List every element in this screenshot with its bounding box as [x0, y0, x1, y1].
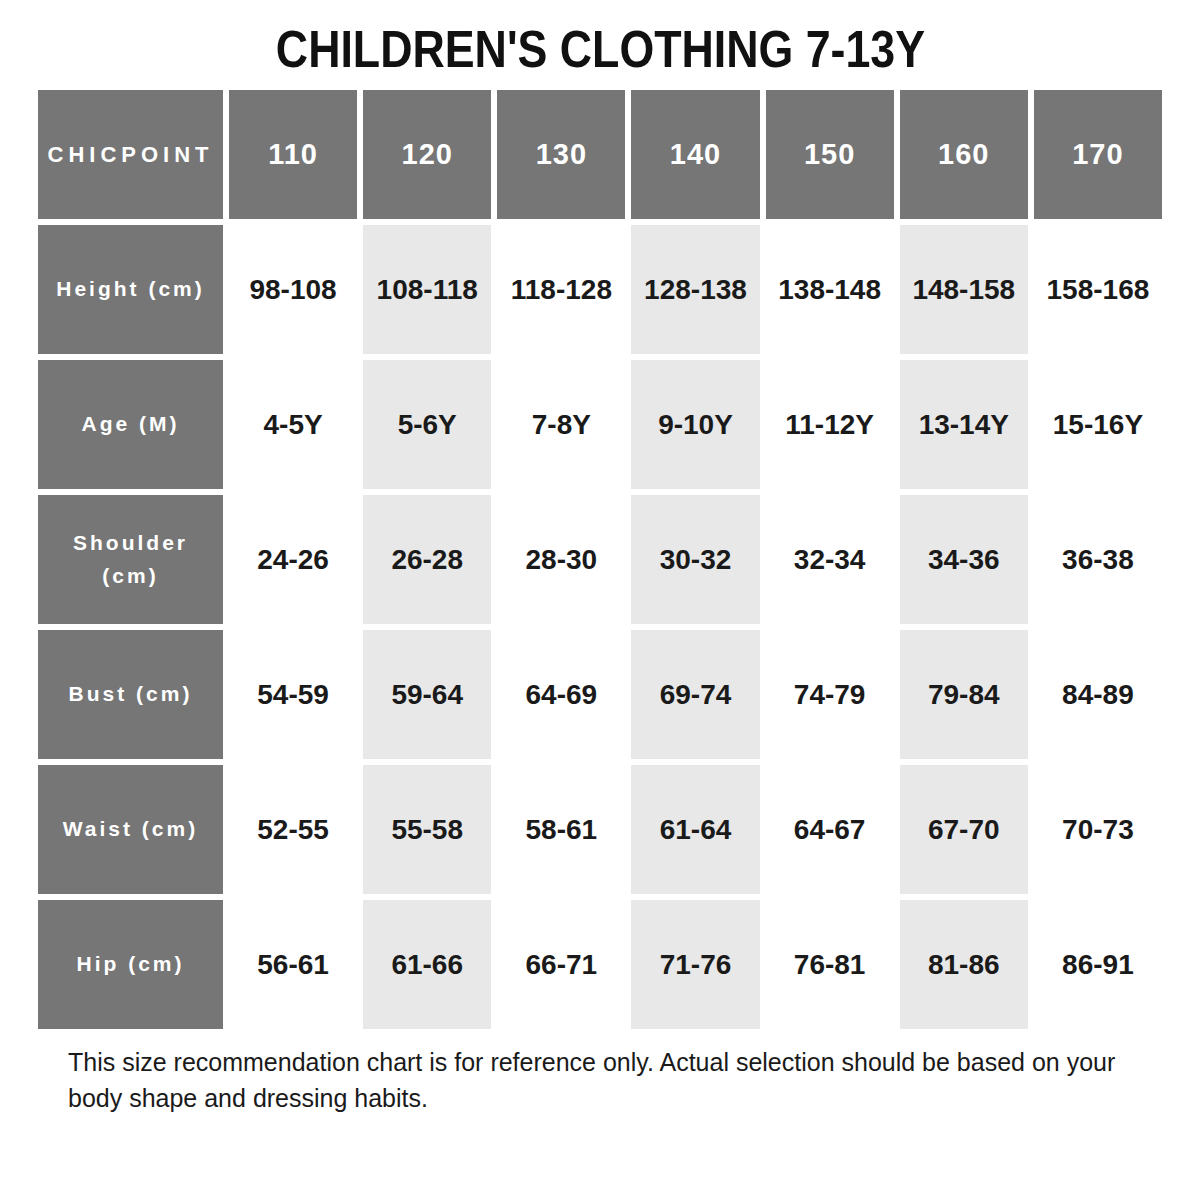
row-label-hip-cm: Hip (cm): [38, 900, 223, 1029]
cell-bust-cm-130: 64-69: [497, 630, 625, 759]
footer-note: This size recommendation chart is for re…: [46, 1044, 1154, 1117]
size-header-160: 160: [900, 90, 1028, 219]
cell-age-m-160: 13-14Y: [900, 360, 1028, 489]
cell-hip-cm-140: 71-76: [631, 900, 759, 1029]
cell-shoulder-cm-110: 24-26: [229, 495, 357, 624]
cell-shoulder-cm-160: 34-36: [900, 495, 1028, 624]
row-label-height-cm: Height (cm): [38, 225, 223, 354]
cell-shoulder-cm-120: 26-28: [363, 495, 491, 624]
brand-header-cell: CHICPOINT: [38, 90, 223, 219]
cell-shoulder-cm-150: 32-34: [766, 495, 894, 624]
size-header-120: 120: [363, 90, 491, 219]
size-table: CHICPOINT110120130140150160170 Height (cm…: [38, 90, 1162, 1029]
cell-waist-cm-140: 61-64: [631, 765, 759, 894]
cell-hip-cm-110: 56-61: [229, 900, 357, 1029]
cell-age-m-120: 5-6Y: [363, 360, 491, 489]
cell-height-cm-160: 148-158: [900, 225, 1028, 354]
page-title: CHILDREN'S CLOTHING 7-13Y: [275, 16, 924, 82]
title-wrap: CHILDREN'S CLOTHING 7-13Y: [0, 16, 1200, 82]
row-label-shoulder-cm: Shoulder (cm): [38, 495, 223, 624]
row-label-waist-cm: Waist (cm): [38, 765, 223, 894]
cell-age-m-130: 7-8Y: [497, 360, 625, 489]
size-header-110: 110: [229, 90, 357, 219]
cell-hip-cm-150: 76-81: [766, 900, 894, 1029]
cell-height-cm-140: 128-138: [631, 225, 759, 354]
row-label-bust-cm: Bust (cm): [38, 630, 223, 759]
cell-age-m-140: 9-10Y: [631, 360, 759, 489]
cell-height-cm-120: 108-118: [363, 225, 491, 354]
cell-hip-cm-130: 66-71: [497, 900, 625, 1029]
cell-height-cm-150: 138-148: [766, 225, 894, 354]
cell-height-cm-170: 158-168: [1034, 225, 1162, 354]
cell-bust-cm-160: 79-84: [900, 630, 1028, 759]
cell-age-m-110: 4-5Y: [229, 360, 357, 489]
size-chart-page: CHILDREN'S CLOTHING 7-13Y CHICPOINT11012…: [0, 0, 1200, 1200]
cell-bust-cm-120: 59-64: [363, 630, 491, 759]
cell-age-m-150: 11-12Y: [766, 360, 894, 489]
cell-waist-cm-170: 70-73: [1034, 765, 1162, 894]
cell-bust-cm-140: 69-74: [631, 630, 759, 759]
cell-hip-cm-170: 86-91: [1034, 900, 1162, 1029]
cell-age-m-170: 15-16Y: [1034, 360, 1162, 489]
cell-shoulder-cm-170: 36-38: [1034, 495, 1162, 624]
cell-bust-cm-110: 54-59: [229, 630, 357, 759]
cell-waist-cm-130: 58-61: [497, 765, 625, 894]
cell-hip-cm-160: 81-86: [900, 900, 1028, 1029]
cell-bust-cm-150: 74-79: [766, 630, 894, 759]
cell-height-cm-110: 98-108: [229, 225, 357, 354]
size-header-170: 170: [1034, 90, 1162, 219]
row-label-age-m: Age (M): [38, 360, 223, 489]
cell-waist-cm-120: 55-58: [363, 765, 491, 894]
size-header-150: 150: [766, 90, 894, 219]
cell-shoulder-cm-130: 28-30: [497, 495, 625, 624]
cell-shoulder-cm-140: 30-32: [631, 495, 759, 624]
size-header-140: 140: [631, 90, 759, 219]
cell-hip-cm-120: 61-66: [363, 900, 491, 1029]
cell-waist-cm-160: 67-70: [900, 765, 1028, 894]
cell-waist-cm-150: 64-67: [766, 765, 894, 894]
cell-height-cm-130: 118-128: [497, 225, 625, 354]
cell-bust-cm-170: 84-89: [1034, 630, 1162, 759]
size-header-130: 130: [497, 90, 625, 219]
cell-waist-cm-110: 52-55: [229, 765, 357, 894]
